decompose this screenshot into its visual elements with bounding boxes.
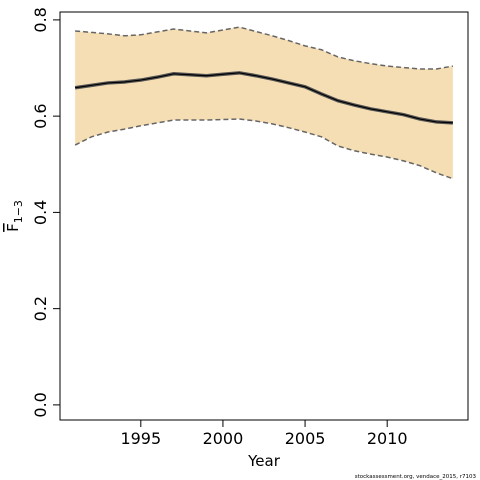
y-axis-label: F1−3 [4, 200, 25, 232]
plot-frame [59, 11, 469, 421]
confidence-band [75, 27, 453, 179]
x-tick-label: 2000 [203, 429, 244, 448]
y-tick-label: 0.8 [31, 7, 50, 32]
x-tick-label: 2010 [367, 429, 408, 448]
upper-bound [75, 26, 454, 70]
y-axis-label-main: F [4, 223, 22, 232]
y-tick-label: 0.0 [31, 392, 50, 417]
mean-line [75, 72, 453, 124]
y-tick-label: 0.6 [31, 103, 50, 128]
x-tick-label: 1995 [120, 429, 161, 448]
x-axis-label: Year [247, 452, 281, 470]
y-tick-label: 0.4 [31, 200, 50, 225]
y-axis-label-group: F1−3 [4, 200, 25, 232]
lower-bound [74, 118, 454, 180]
y-tick-label: 0.2 [31, 296, 50, 321]
y-axis-label-sub: 1−3 [12, 200, 25, 223]
x-tick-label: 2005 [285, 429, 326, 448]
footer: stockassessment.org, vendace_2015, r7103 [355, 474, 477, 480]
